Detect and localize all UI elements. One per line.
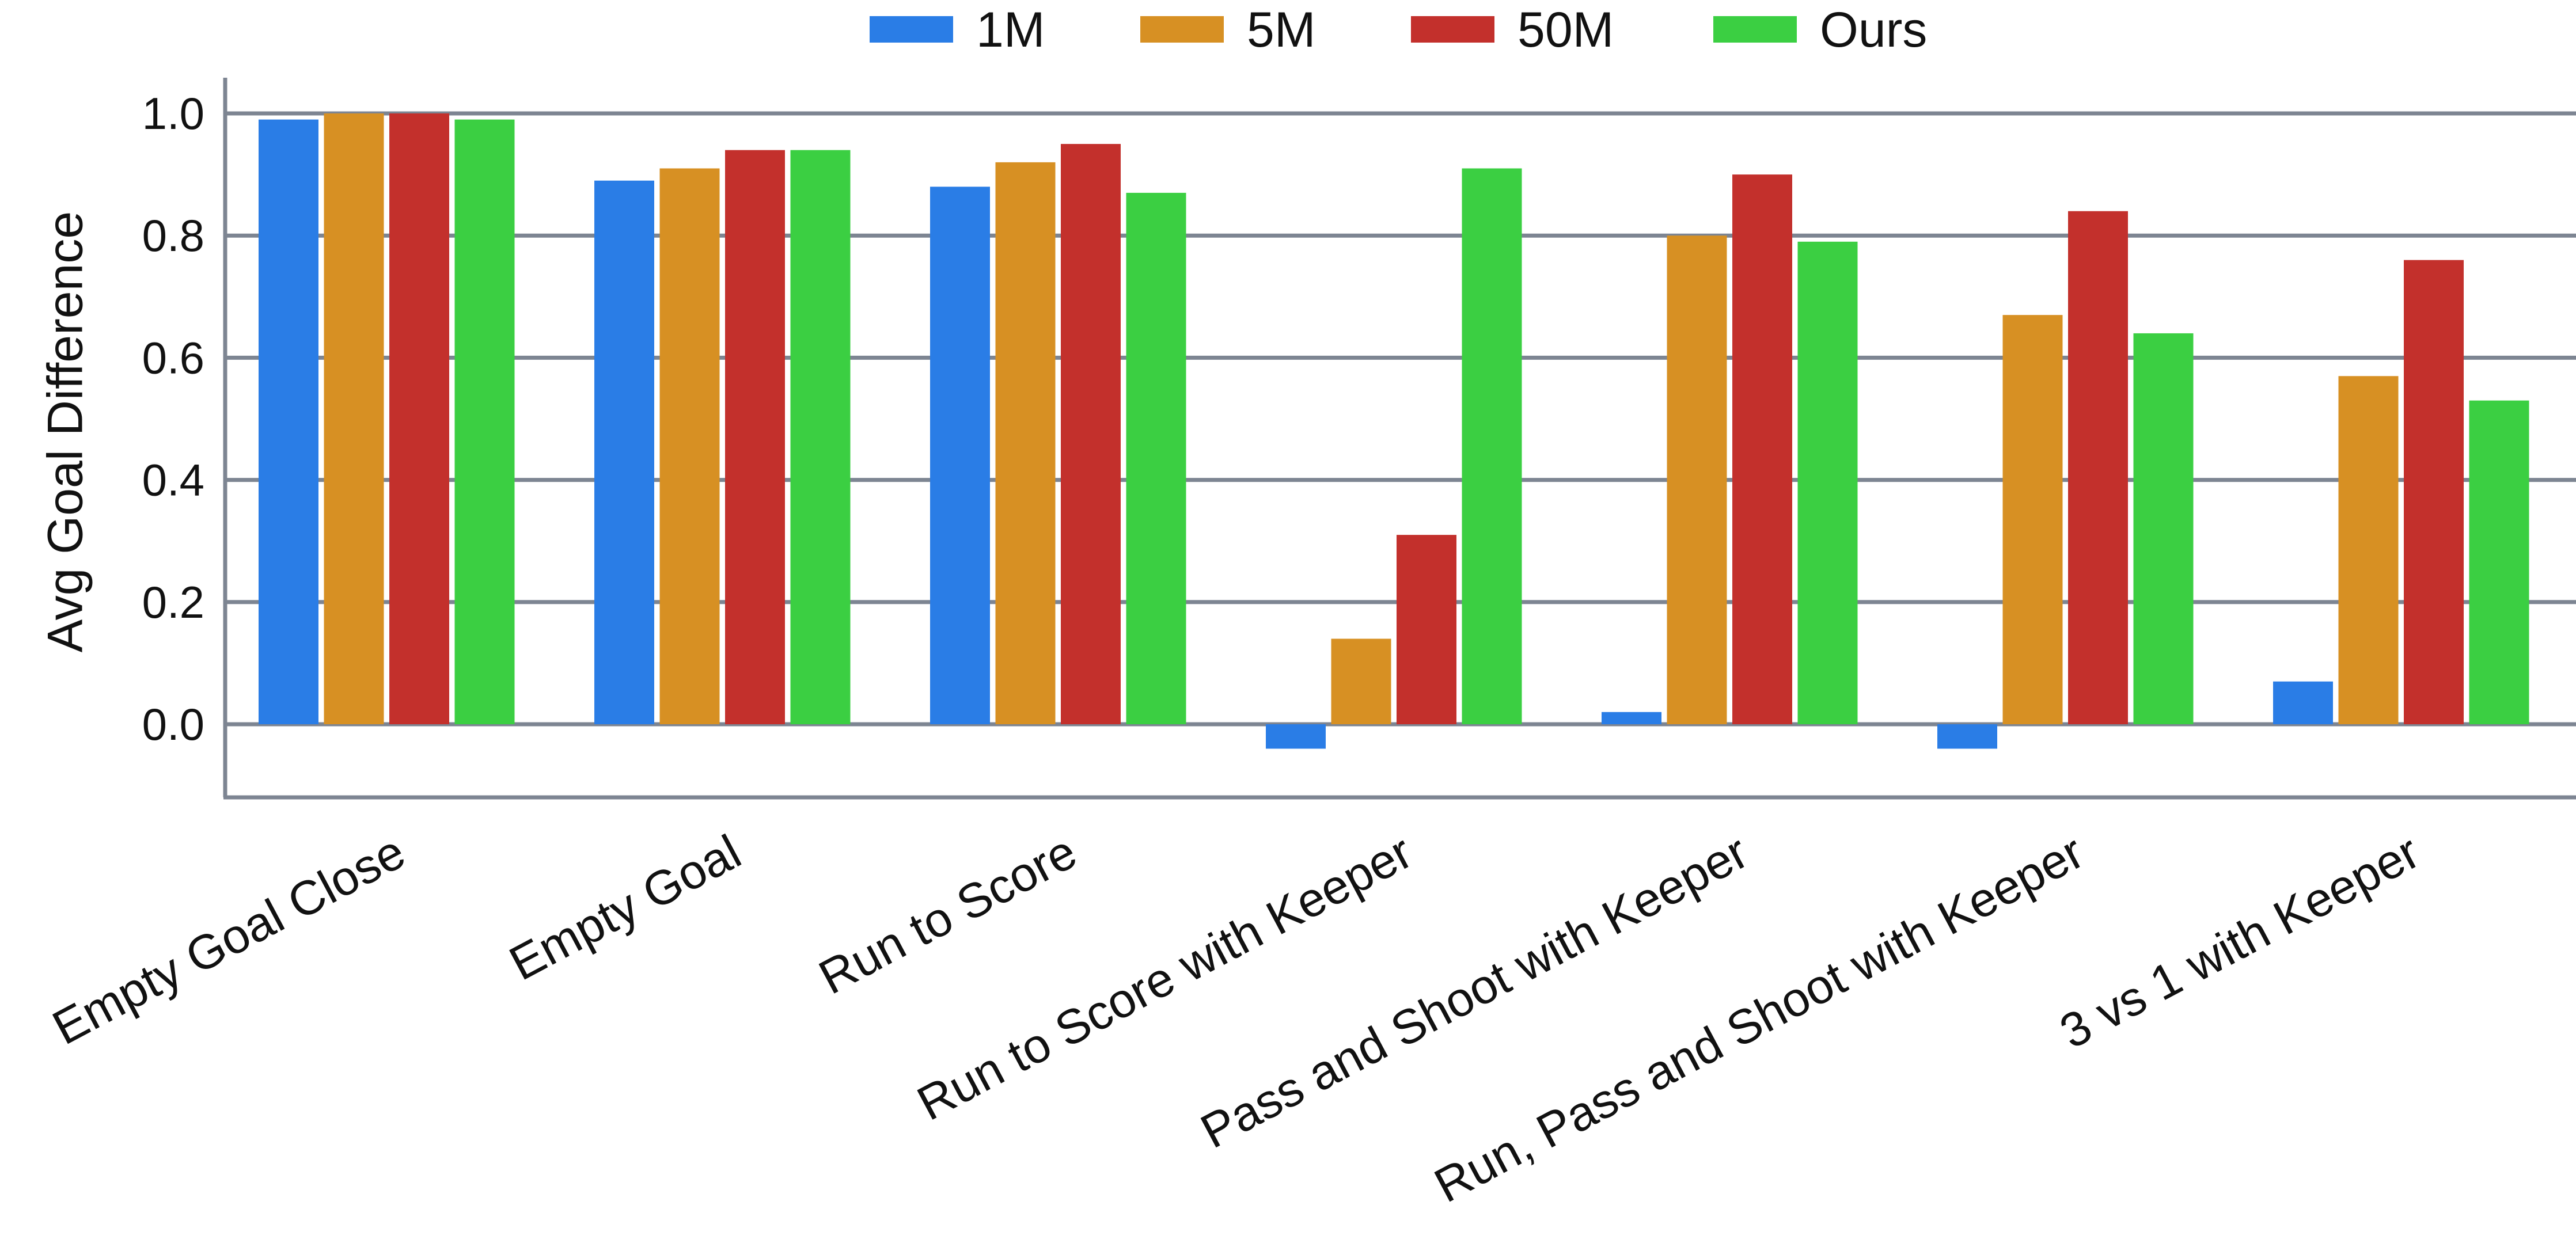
y-tick-label: 0.4 bbox=[142, 455, 204, 505]
bar-1m-run-to-score-with-keeper bbox=[1266, 724, 1326, 749]
y-tick-labels: 0.0 0.2 0.4 0.6 0.8 1.0 bbox=[142, 88, 204, 750]
bar-5m-run-pass-and-shoot-with-keeper bbox=[2002, 315, 2063, 724]
y-axis-title: Avg Goal Difference bbox=[38, 211, 93, 652]
legend: 1M 5M 50M Ours bbox=[870, 2, 1927, 58]
bar-5m-3-vs-1-with-keeper bbox=[2338, 376, 2399, 724]
y-tick-label: 0.6 bbox=[142, 332, 204, 383]
y-tick-label: 0.0 bbox=[142, 699, 204, 750]
bar-5m-pass-and-shoot-with-keeper bbox=[1667, 235, 1727, 724]
legend-swatch-5m bbox=[1140, 16, 1224, 43]
legend-label-50m: 50M bbox=[1517, 2, 1614, 58]
bar-ours-run-to-score-with-keeper bbox=[1462, 168, 1522, 724]
legend-label-1m: 1M bbox=[976, 2, 1045, 58]
bar-ours-empty-goal bbox=[790, 150, 851, 724]
bar-50m-empty-goal-close bbox=[389, 113, 449, 724]
bar-50m-run-pass-and-shoot-with-keeper bbox=[2068, 211, 2128, 724]
x-tick-label: Pass and Shoot with Keeper bbox=[1192, 824, 1756, 1159]
legend-label-ours: Ours bbox=[1820, 2, 1927, 58]
bar-1m-run-to-score bbox=[930, 187, 990, 724]
bar-1m-3-vs-1-with-keeper bbox=[2273, 681, 2333, 724]
bar-5m-empty-goal-close bbox=[324, 113, 384, 724]
y-tick-label: 0.8 bbox=[142, 210, 204, 261]
y-tick-label: 0.2 bbox=[142, 577, 204, 628]
x-tick-labels: Empty Goal Close Empty Goal Run to Score Ru… bbox=[44, 824, 2428, 1213]
bar-ours-empty-goal-close bbox=[454, 119, 515, 725]
x-tick-label: Empty Goal Close bbox=[44, 824, 413, 1055]
bar-5m-empty-goal bbox=[659, 168, 720, 724]
bar-1m-run-pass-and-shoot-with-keeper bbox=[1937, 724, 1997, 749]
bar-5m-run-to-score-with-keeper bbox=[1331, 638, 1391, 724]
bar-5m-run-to-score bbox=[995, 162, 1056, 724]
bar-ours-pass-and-shoot-with-keeper bbox=[1797, 241, 1858, 724]
bar-1m-empty-goal-close bbox=[259, 119, 318, 725]
y-tick-label: 1.0 bbox=[142, 88, 204, 139]
legend-swatch-ours bbox=[1713, 16, 1797, 43]
bar-50m-empty-goal bbox=[725, 150, 785, 724]
bar-ours-run-to-score bbox=[1126, 192, 1186, 724]
bar-ours-3-vs-1-with-keeper bbox=[2469, 400, 2529, 724]
legend-swatch-1m bbox=[870, 16, 953, 43]
bar-50m-run-to-score-with-keeper bbox=[1397, 535, 1456, 724]
bar-ours-run-pass-and-shoot-with-keeper bbox=[2133, 333, 2194, 724]
x-tick-label: Run to Score bbox=[810, 824, 1085, 1005]
bar-1m-empty-goal bbox=[594, 180, 654, 725]
legend-label-5m: 5M bbox=[1247, 2, 1315, 58]
x-tick-label: Empty Goal bbox=[500, 824, 749, 991]
bar-50m-run-to-score bbox=[1061, 144, 1121, 725]
legend-swatch-50m bbox=[1411, 16, 1494, 43]
bars bbox=[259, 113, 2529, 749]
bar-50m-3-vs-1-with-keeper bbox=[2404, 260, 2464, 724]
x-tick-label: 3 vs 1 with Keeper bbox=[2051, 824, 2428, 1059]
axes bbox=[223, 78, 2576, 800]
bar-1m-pass-and-shoot-with-keeper bbox=[1602, 712, 1661, 724]
x-tick-label: Run, Pass and Shoot with Keeper bbox=[1426, 824, 2092, 1213]
bar-50m-pass-and-shoot-with-keeper bbox=[1732, 174, 1792, 725]
